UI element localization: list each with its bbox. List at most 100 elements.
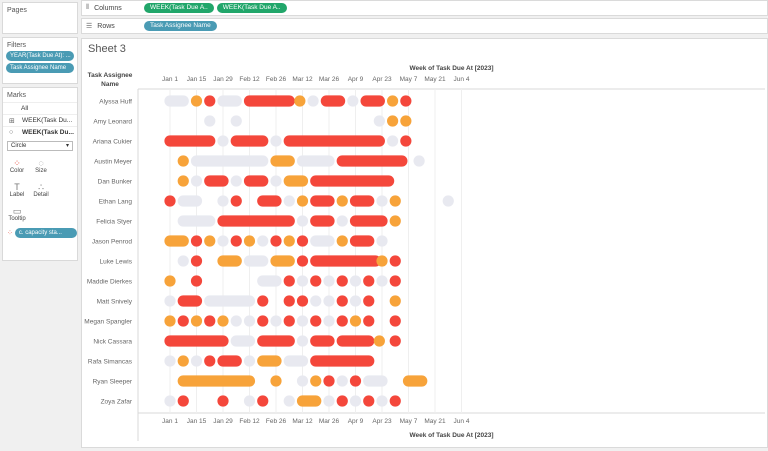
capacity-status-pill[interactable]: c. capacity sta...: [14, 228, 77, 238]
task-dot: [243, 235, 256, 247]
marks-all-row[interactable]: All: [3, 102, 77, 114]
columns-pill-week-2[interactable]: WEEK(Task Due A..: [216, 3, 287, 13]
detail-label: Detail: [33, 192, 49, 198]
task-dot: [204, 355, 216, 367]
task-dot: [389, 395, 401, 407]
assignee-name: Ariana Cukier: [93, 138, 133, 145]
filters-card[interactable]: Filters YEAR(Task Due At): ... Task Assi…: [2, 37, 78, 84]
marks-week-row-1[interactable]: ⊞ WEEK(Task Du...: [3, 114, 77, 126]
task-dot: [389, 195, 401, 207]
task-bar: [164, 95, 189, 107]
task-bar: [349, 215, 388, 227]
task-dot: [204, 235, 216, 247]
tooltip-button[interactable]: ▭ Tooltip: [5, 202, 29, 226]
task-dot: [177, 395, 189, 407]
task-dot: [363, 275, 375, 287]
task-bar: [243, 255, 269, 267]
task-dot: [190, 95, 203, 107]
task-dot: [204, 315, 216, 327]
task-dot: [310, 375, 322, 387]
task-dot: [177, 175, 189, 187]
filter-pill-year[interactable]: YEAR(Task Due At): ...: [6, 51, 74, 61]
task-dot: [363, 315, 375, 327]
detail-icon: ∴: [38, 182, 44, 192]
rows-pill-assignee[interactable]: Task Assignee Name: [144, 21, 217, 31]
tick-label-bottom: Mar 12: [292, 418, 313, 425]
task-bar: [363, 375, 388, 387]
marks-week-label-1: WEEK(Task Du...: [22, 117, 73, 124]
sheet-title: Sheet 3: [88, 43, 126, 55]
task-dot: [243, 315, 256, 327]
task-dot: [230, 235, 242, 247]
task-bar: [320, 95, 346, 107]
task-bar: [230, 335, 256, 347]
rows-shelf[interactable]: ☰ Rows Task Assignee Name: [81, 18, 768, 34]
task-dot: [204, 95, 216, 107]
columns-shelf[interactable]: ⦀ Columns WEEK(Task Due A.. WEEK(Task Du…: [81, 0, 768, 16]
task-bar: [204, 295, 256, 307]
task-dot: [363, 395, 375, 407]
assignee-name: Nick Cassara: [93, 338, 132, 345]
task-dot: [296, 255, 309, 267]
color-icon: ⁘: [13, 158, 21, 168]
task-bar: [310, 235, 335, 247]
task-dot: [190, 355, 203, 367]
task-dot: [387, 115, 399, 127]
task-dot: [400, 135, 412, 147]
color-button[interactable]: ⁘ Color: [5, 154, 29, 178]
worksheet-view: Sheet 3 Week of Task Due At [2023] Week o…: [81, 38, 768, 448]
task-dot: [283, 295, 295, 307]
task-dot: [336, 275, 348, 287]
tick-label-top: Mar 26: [319, 76, 340, 83]
rows-label: Rows: [97, 22, 115, 30]
task-bar: [336, 335, 375, 347]
task-bar: [310, 255, 381, 267]
task-dot: [230, 315, 242, 327]
task-dot: [323, 375, 335, 387]
task-dot: [400, 115, 412, 127]
task-dot: [283, 395, 295, 407]
columns-label: Columns: [94, 4, 122, 12]
axis-title-bottom: Week of Task Due At [2023]: [409, 432, 493, 439]
pages-card[interactable]: Pages: [2, 2, 78, 34]
color-label: Color: [9, 168, 25, 174]
filter-pill-assignee[interactable]: Task Assignee Name: [6, 63, 74, 73]
tick-label-bottom: Apr 9: [348, 418, 364, 425]
marks-week-row-2[interactable]: ○ WEEK(Task Du...: [3, 126, 77, 138]
task-dot: [283, 195, 295, 207]
tick-label-top: Feb 12: [239, 76, 260, 83]
task-dot: [296, 315, 309, 327]
task-bar: [310, 195, 335, 207]
task-dot: [310, 275, 322, 287]
task-dot: [296, 195, 309, 207]
chevron-down-icon: ▾: [65, 143, 69, 149]
task-dot: [307, 95, 319, 107]
task-dot: [257, 235, 269, 247]
tick-label-bottom: Apr 23: [372, 418, 392, 425]
mark-type-dropdown[interactable]: Circle ▾: [7, 141, 73, 151]
tick-label-top: Jan 15: [187, 76, 207, 83]
task-bar: [177, 215, 216, 227]
task-bar: [177, 295, 203, 307]
tick-label-top: Feb 26: [266, 76, 287, 83]
row-header-line-2: Name: [101, 81, 119, 88]
label-button[interactable]: T Label: [5, 178, 29, 202]
detail-button[interactable]: ∴ Detail: [29, 178, 53, 202]
task-bar: [310, 355, 375, 367]
tick-label-top: Jun 4: [454, 76, 470, 83]
task-dot: [164, 195, 176, 207]
task-dot: [243, 355, 256, 367]
task-dot: [230, 115, 242, 127]
task-bar: [257, 195, 282, 207]
tick-label-top: Apr 23: [372, 76, 392, 83]
task-bar: [402, 375, 428, 387]
task-dot: [283, 315, 295, 327]
task-bar: [243, 175, 269, 187]
label-label: Label: [9, 192, 25, 198]
task-dot: [294, 95, 306, 107]
columns-pill-week-1[interactable]: WEEK(Task Due A..: [144, 3, 214, 13]
task-dot: [323, 395, 335, 407]
assignee-name: Jason Penrod: [92, 238, 132, 245]
size-button[interactable]: ◌ Size: [29, 154, 53, 178]
task-bar: [217, 355, 242, 367]
